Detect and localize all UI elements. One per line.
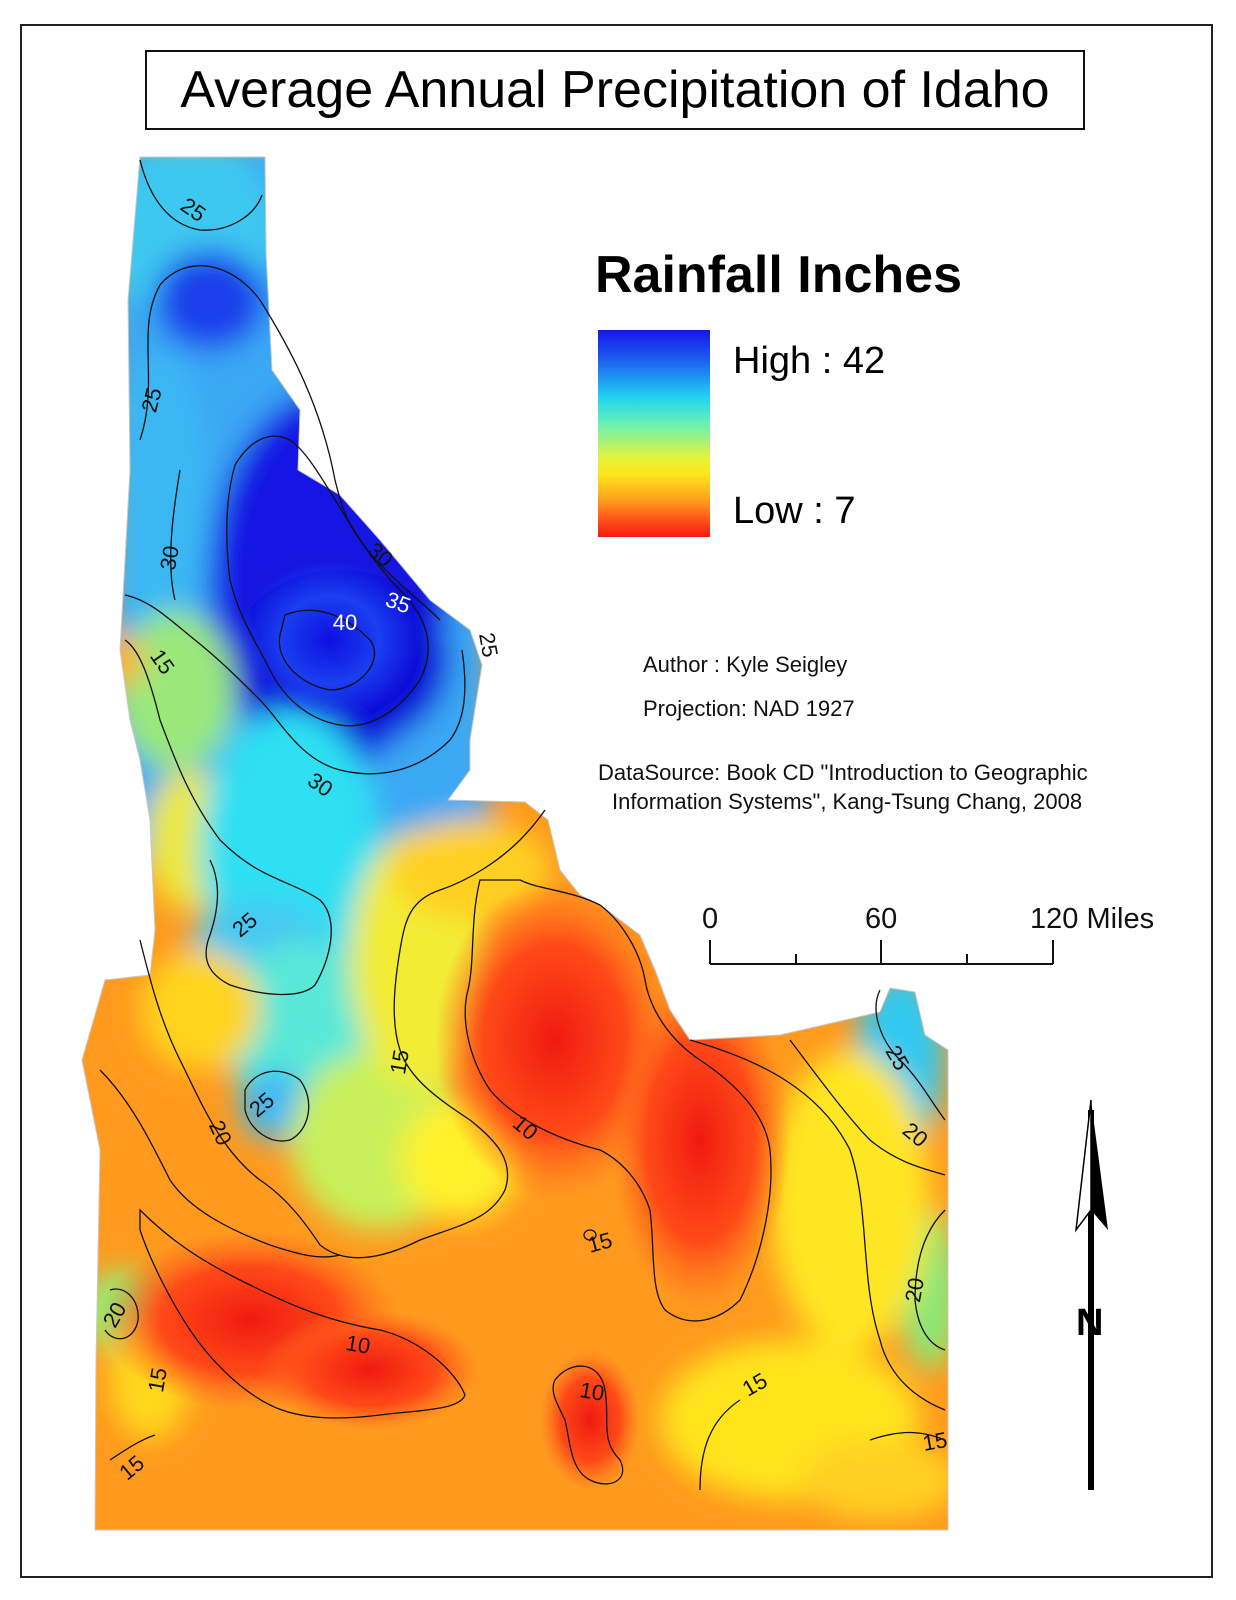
author-text: Author : Kyle Seigley <box>643 652 848 677</box>
scale-label-0: 0 <box>702 903 719 935</box>
contour-label: 10 <box>577 1377 607 1406</box>
projection-text: Projection: NAD 1927 <box>643 696 855 721</box>
map-frame <box>20 24 1213 1578</box>
north-arrow-icon <box>1074 1099 1108 1490</box>
scale-label-120: 120 Miles <box>1030 903 1155 935</box>
legend-title: Rainfall Inches <box>595 246 962 304</box>
contour-label: 30 <box>155 543 184 573</box>
contour-label: 15 <box>385 1047 414 1077</box>
scale-bar <box>709 940 1054 965</box>
legend-high-label: High : 42 <box>733 340 886 382</box>
legend-color-ramp <box>598 330 710 537</box>
north-label: N <box>1076 1302 1104 1344</box>
contour-label: 40 <box>332 610 358 635</box>
contour-label: 20 <box>900 1275 929 1305</box>
contour-label: 10 <box>343 1330 373 1359</box>
data-source-line-2: Information Systems", Kang-Tsung Chang, … <box>612 789 1083 814</box>
contour-lines <box>99 159 946 1491</box>
map-title: Average Annual Precipitation of Idaho <box>145 50 1085 130</box>
contour-label: 25 <box>474 630 503 660</box>
legend-low-label: Low : 7 <box>733 490 856 532</box>
contour-label: 15 <box>920 1427 950 1456</box>
data-source-line-1: DataSource: Book CD "Introduction to Geo… <box>598 760 1088 785</box>
scale-label-60: 60 <box>865 903 898 935</box>
contour-label: 15 <box>143 1365 172 1395</box>
